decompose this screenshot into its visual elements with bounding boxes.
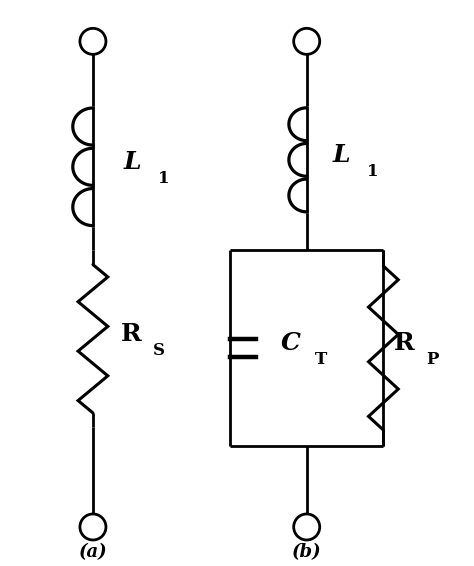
Text: L: L	[332, 143, 350, 167]
Text: 1: 1	[158, 170, 170, 187]
Text: R: R	[121, 322, 142, 346]
Text: S: S	[154, 342, 165, 359]
Text: T: T	[315, 351, 327, 368]
Text: R: R	[393, 332, 414, 355]
Text: P: P	[426, 351, 438, 368]
Text: 1: 1	[367, 163, 379, 180]
Text: C: C	[281, 332, 301, 355]
Text: (a): (a)	[79, 543, 107, 561]
Text: (b): (b)	[292, 543, 321, 561]
Text: L: L	[123, 150, 141, 174]
